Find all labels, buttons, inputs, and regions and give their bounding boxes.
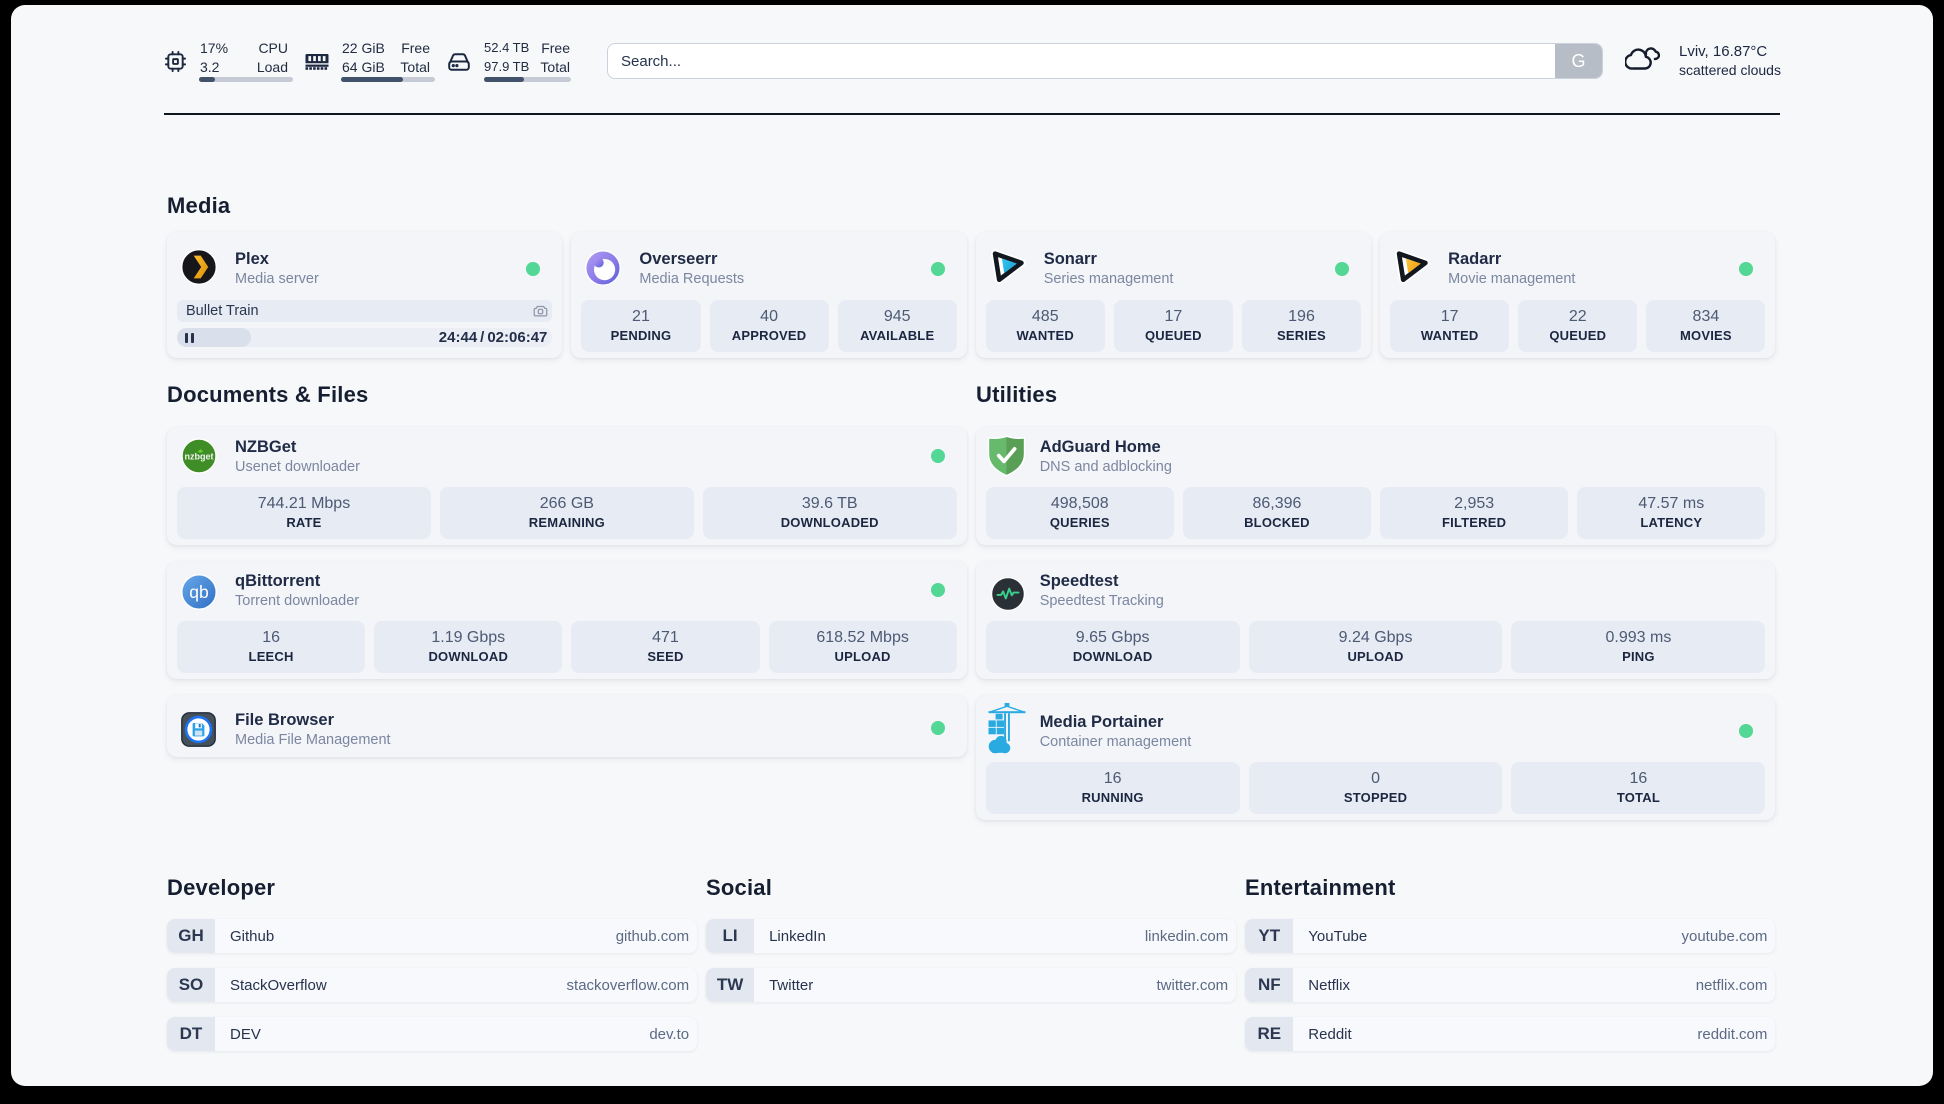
svg-text:qb: qb: [189, 582, 208, 602]
svg-text:nzbget: nzbget: [185, 452, 214, 462]
